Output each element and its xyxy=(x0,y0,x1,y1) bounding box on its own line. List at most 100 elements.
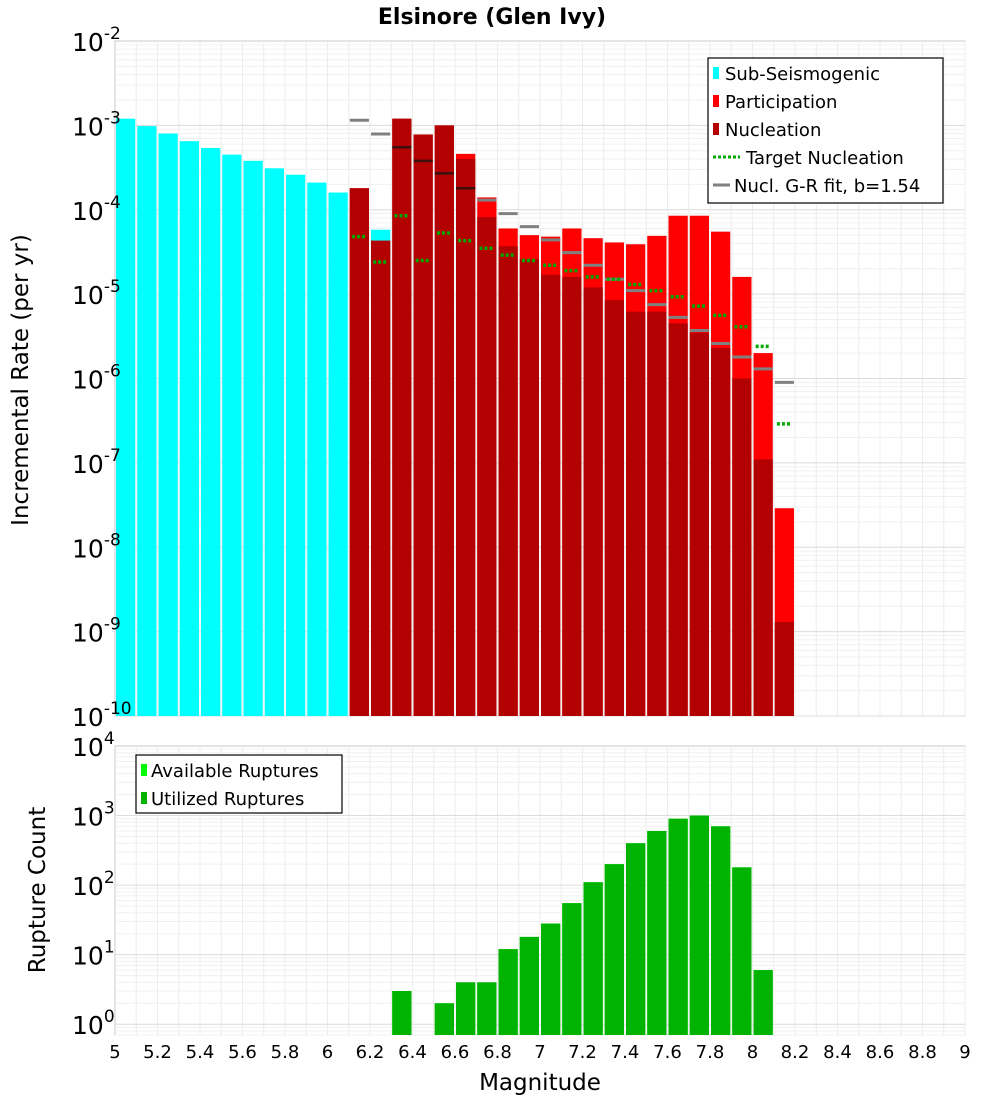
bar-utilized-ruptures-11 xyxy=(647,830,667,1035)
count-panel: 100 101 102 103 104 5 5.2 5.4 5.6 5.8 6 6.2 6.4 6.6 6… xyxy=(25,729,971,1096)
bar-utilized-ruptures-14 xyxy=(711,826,731,1035)
x-tick-label: 6 xyxy=(322,1042,333,1063)
count-y-tick-label: 104 xyxy=(72,729,115,762)
x-tick-label: 8.6 xyxy=(866,1042,895,1063)
bar-nucleation-9 xyxy=(541,274,561,716)
rate-y-tick-label: 10-10 xyxy=(72,699,132,732)
bar-nucleation-16 xyxy=(689,332,709,716)
count-bars xyxy=(392,815,773,1035)
legend-label-available-ruptures: Available Ruptures xyxy=(151,761,319,782)
bar-sub-seismogenic-10 xyxy=(328,192,348,717)
count-legend: Available Ruptures Utilized Ruptures xyxy=(135,754,343,814)
bar-sub-seismogenic-7 xyxy=(264,168,284,716)
legend-label-sub-seismogenic: Sub-Seismogenic xyxy=(725,64,880,85)
bar-sub-seismogenic-6 xyxy=(243,160,263,717)
rate-y-tick-label: 10-7 xyxy=(72,446,121,479)
count-gridlines xyxy=(115,746,966,1036)
count-y-tick-label: 102 xyxy=(72,868,115,901)
x-tick-label: 7.4 xyxy=(611,1042,640,1063)
legend-label-nucleation: Nucleation xyxy=(725,120,821,141)
bar-sub-seismogenic-8 xyxy=(286,174,306,716)
bar-sub-seismogenic-5 xyxy=(222,154,242,716)
bar-nucleation-15 xyxy=(668,323,688,716)
legend-swatch-nucleation xyxy=(713,123,719,135)
legend-label-utilized-ruptures: Utilized Ruptures xyxy=(151,789,304,810)
bar-utilized-ruptures-5 xyxy=(519,936,539,1035)
bar-utilized-ruptures-4 xyxy=(498,949,518,1035)
bar-nucleation-7 xyxy=(498,246,518,716)
x-tick-label: 9 xyxy=(959,1042,970,1063)
bar-utilized-ruptures-12 xyxy=(668,818,688,1035)
bar-nucleation-17 xyxy=(711,347,731,716)
bar-utilized-ruptures-6 xyxy=(541,923,561,1035)
legend-swatch-participation xyxy=(713,95,719,107)
bar-nucleation-10 xyxy=(562,276,582,716)
legend-label-gr-fit: Nucl. G-R fit, b=1.54 xyxy=(734,176,920,197)
rate-y-tick-label: 10-6 xyxy=(72,362,121,395)
bar-nucleation-2 xyxy=(392,118,412,716)
magnitude-x-ticks: 5 5.2 5.4 5.6 5.8 6 6.2 6.4 6.6 6.8 7 7.2 7.4 7.6 7.8 8… xyxy=(109,1042,970,1063)
rate-y-tick-label: 10-8 xyxy=(72,530,121,563)
bar-nucleation-8 xyxy=(519,259,539,716)
bar-utilized-ruptures-3 xyxy=(477,982,497,1035)
x-tick-label: 8 xyxy=(747,1042,758,1063)
x-tick-label: 6.2 xyxy=(356,1042,385,1063)
x-tick-label: 5.6 xyxy=(228,1042,257,1063)
bar-nucleation-14 xyxy=(647,311,667,716)
rate-y-tick-label: 10-4 xyxy=(72,193,121,226)
count-y-axis-label: Rupture Count xyxy=(25,807,51,973)
rate-legend-box xyxy=(707,57,944,204)
bar-sub-seismogenic-1 xyxy=(137,126,157,717)
bar-utilized-ruptures-13 xyxy=(689,815,709,1035)
x-tick-label: 7.6 xyxy=(653,1042,682,1063)
x-tick-label: 6.6 xyxy=(441,1042,470,1063)
bar-nucleation-11 xyxy=(583,287,603,716)
bar-utilized-ruptures-15 xyxy=(732,867,752,1035)
x-tick-label: 7.8 xyxy=(696,1042,725,1063)
bar-utilized-ruptures-2 xyxy=(456,982,476,1035)
x-tick-label: 5.8 xyxy=(271,1042,300,1063)
rate-line-marks xyxy=(349,118,794,426)
bar-utilized-ruptures-1 xyxy=(434,1003,454,1035)
x-tick-label: 5 xyxy=(109,1042,120,1063)
bar-utilized-ruptures-8 xyxy=(583,882,603,1035)
bar-sub-seismogenic-0 xyxy=(116,118,136,716)
legend-swatch-available-ruptures xyxy=(141,764,147,776)
count-y-tick-label: 103 xyxy=(72,799,115,832)
x-tick-label: 7.2 xyxy=(568,1042,597,1063)
x-tick-label: 5.2 xyxy=(143,1042,172,1063)
rate-panel: 10-10 10-9 10-8 10-7 10-6 10-5 10-4 10-3 10-2 In… xyxy=(8,24,966,732)
rate-y-tick-label: 10-3 xyxy=(72,108,121,141)
bar-nucleation-0 xyxy=(349,188,369,717)
rate-y-axis-label: Incremental Rate (per yr) xyxy=(8,234,34,526)
bar-nucleation-20 xyxy=(774,622,794,716)
bar-sub-seismogenic-2 xyxy=(158,133,178,717)
bar-sub-seismogenic-9 xyxy=(307,182,327,716)
count-legend-box xyxy=(135,754,343,814)
x-tick-label: 6.4 xyxy=(398,1042,427,1063)
x-tick-label: 6.8 xyxy=(483,1042,512,1063)
x-tick-label: 8.4 xyxy=(823,1042,852,1063)
bar-utilized-ruptures-0 xyxy=(392,991,412,1035)
rate-y-ticks: 10-10 10-9 10-8 10-7 10-6 10-5 10-4 10-3 10-2 xyxy=(72,24,132,732)
count-y-tick-label: 101 xyxy=(72,938,115,971)
x-axis-label: Magnitude xyxy=(479,1070,601,1096)
bar-sub-seismogenic-3 xyxy=(179,141,199,717)
bar-utilized-ruptures-9 xyxy=(604,864,624,1035)
bar-nucleation-18 xyxy=(732,378,752,716)
bar-utilized-ruptures-7 xyxy=(562,903,582,1035)
bar-utilized-ruptures-16 xyxy=(753,970,773,1035)
x-tick-label: 7 xyxy=(534,1042,545,1063)
bar-utilized-ruptures-10 xyxy=(626,843,646,1035)
legend-label-target-nucleation: Target Nucleation xyxy=(745,148,904,169)
bar-nucleation-5 xyxy=(456,158,476,717)
count-y-tick-label: 100 xyxy=(72,1007,115,1040)
bar-nucleation-3 xyxy=(413,134,433,717)
bar-nucleation-12 xyxy=(604,300,624,716)
legend-label-participation: Participation xyxy=(725,92,837,113)
bar-sub-seismogenic-4 xyxy=(201,147,221,716)
x-tick-label: 8.8 xyxy=(908,1042,937,1063)
bar-nucleation-19 xyxy=(753,459,773,716)
x-tick-label: 5.4 xyxy=(186,1042,215,1063)
